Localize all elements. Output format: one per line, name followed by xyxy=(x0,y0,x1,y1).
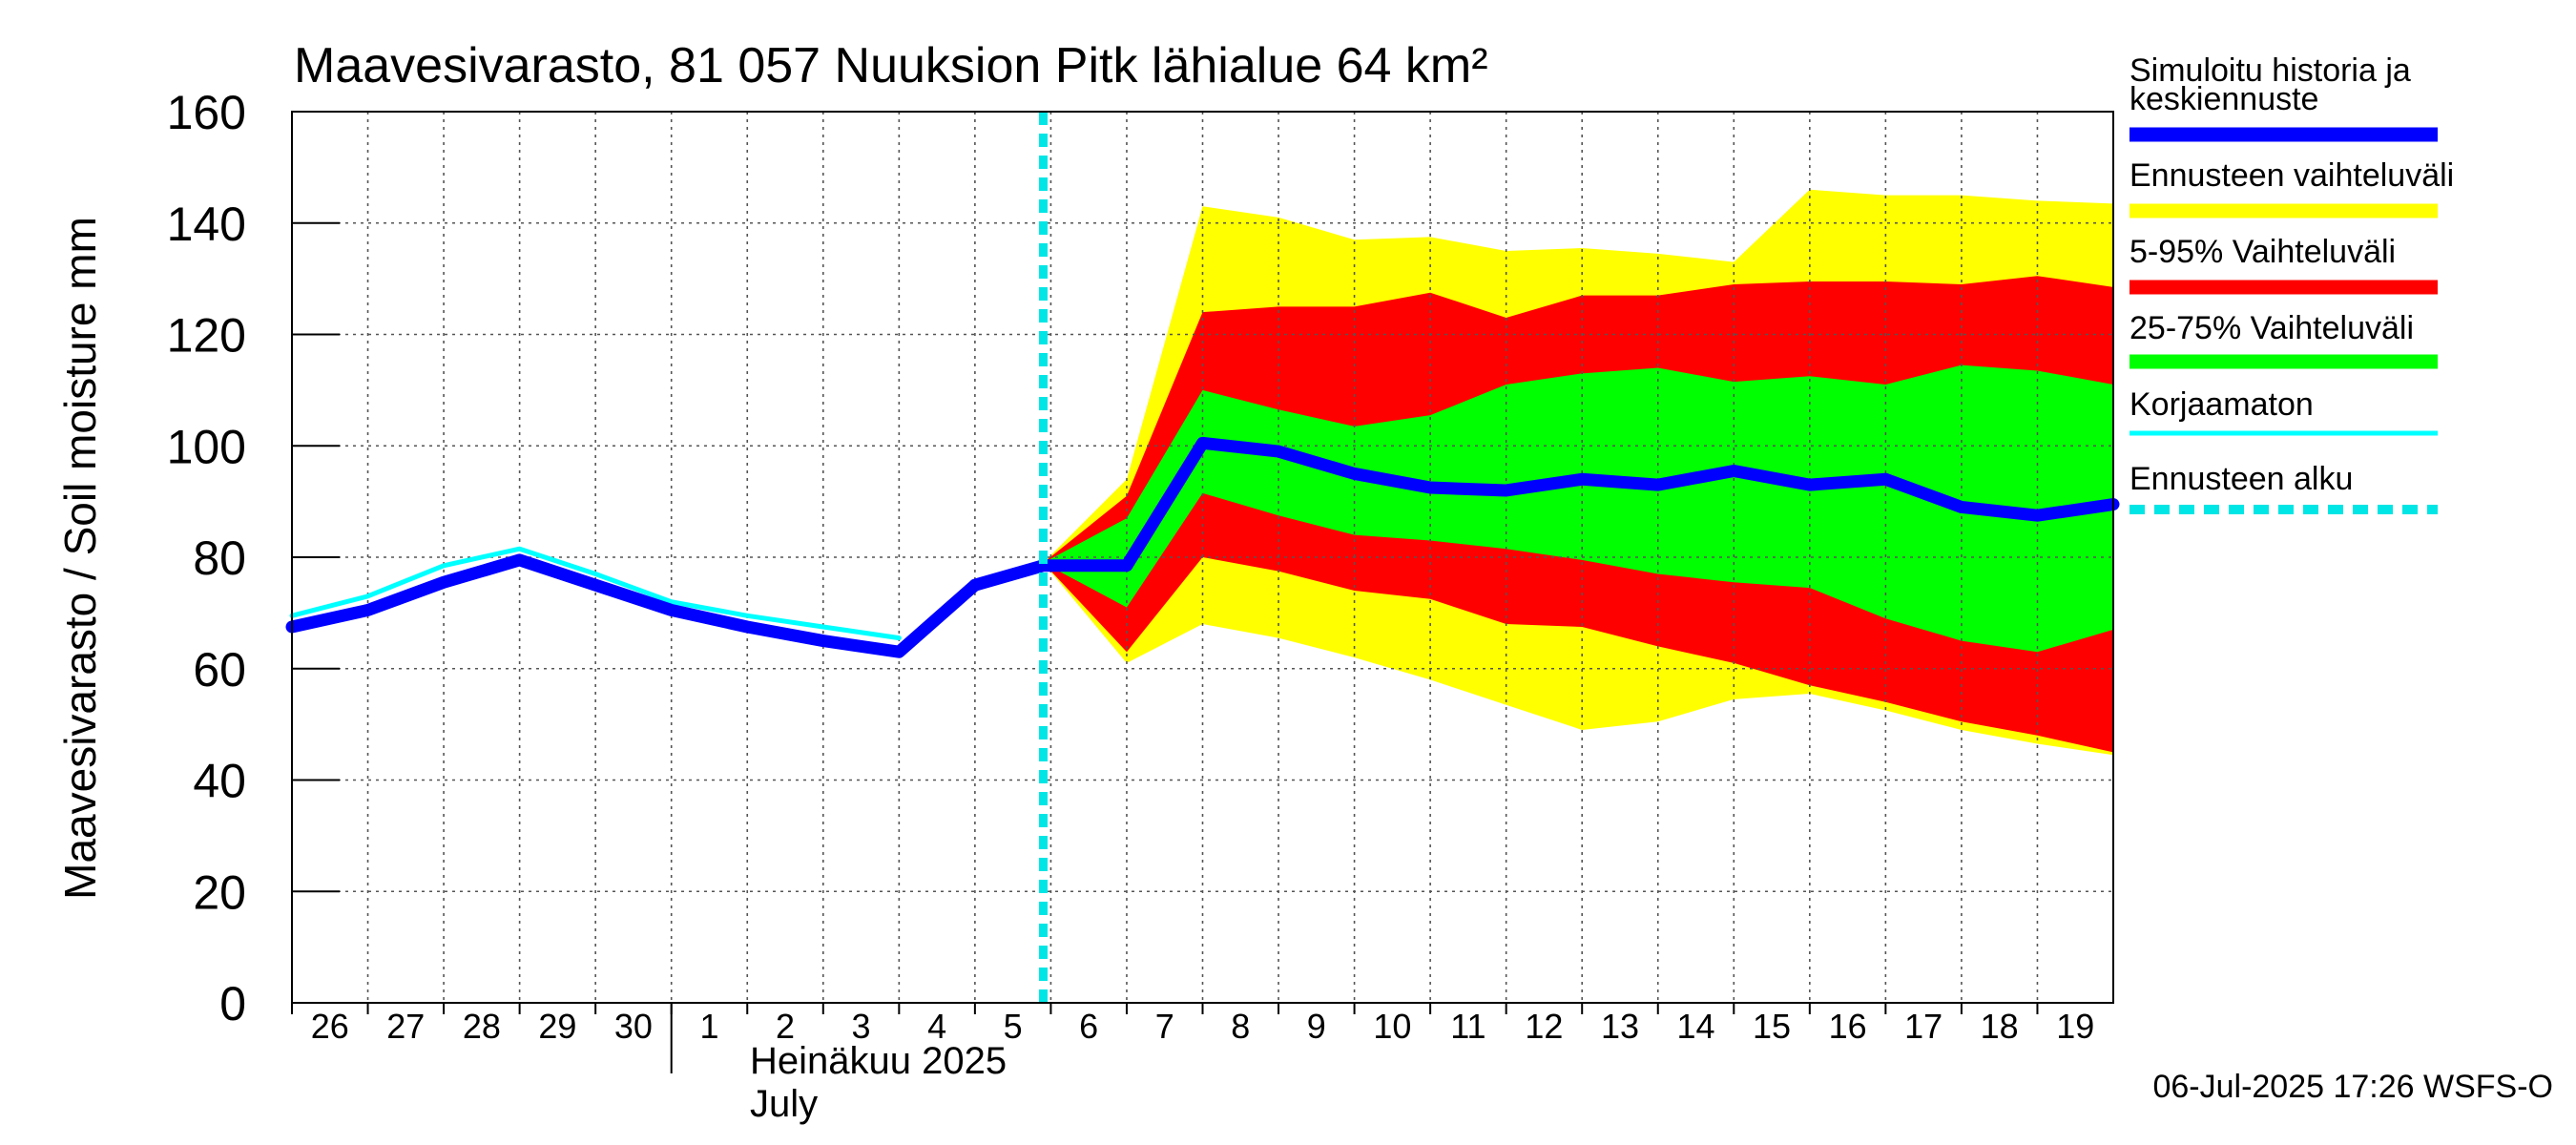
x-tick-label: 27 xyxy=(386,1007,425,1046)
y-tick-label: 0 xyxy=(219,977,246,1030)
x-tick-label: 17 xyxy=(1904,1007,1942,1046)
x-tick-label: 1 xyxy=(699,1007,718,1046)
y-tick-label: 120 xyxy=(167,309,246,363)
y-tick-label: 100 xyxy=(167,420,246,473)
x-tick-label: 4 xyxy=(927,1007,946,1046)
legend-label: 5-95% Vaihteluväli xyxy=(2129,234,2396,270)
chart-axes xyxy=(291,111,2114,1073)
y-axis-label: Maavesivarasto / Soil moisture mm xyxy=(55,217,105,900)
x-tick-label: 18 xyxy=(1981,1007,2019,1046)
legend-label: 25-75% Vaihteluväli xyxy=(2129,310,2414,346)
series-line-simuloitu xyxy=(285,436,2120,658)
y-tick-label: 140 xyxy=(167,198,246,251)
y-tick-label: 60 xyxy=(193,643,246,697)
legend-label: keskiennuste xyxy=(2129,81,2318,117)
x-tick-label: 7 xyxy=(1155,1007,1174,1046)
x-tick-label: 19 xyxy=(2056,1007,2094,1046)
series-line-korjaamaton xyxy=(289,546,902,641)
x-tick-label: 16 xyxy=(1829,1007,1867,1046)
legend-label: Ennusteen alku xyxy=(2129,461,2353,497)
x-tick-label: 12 xyxy=(1525,1007,1563,1046)
x-tick-label: 9 xyxy=(1307,1007,1326,1046)
x-tick-label: 6 xyxy=(1079,1007,1098,1046)
x-tick-label: 5 xyxy=(1004,1007,1023,1046)
x-tick-label: 26 xyxy=(311,1007,349,1046)
x-tick-label: 3 xyxy=(852,1007,871,1046)
x-tick-label: 2 xyxy=(776,1007,795,1046)
x-tick-label: 10 xyxy=(1373,1007,1411,1046)
x-tick-label: 8 xyxy=(1231,1007,1250,1046)
month-label-en: July xyxy=(750,1083,818,1125)
y-tick-label: 20 xyxy=(193,865,246,919)
x-tick-label: 11 xyxy=(1450,1007,1485,1046)
series-lines xyxy=(285,436,2120,658)
forecast-bands xyxy=(1043,189,2113,756)
band-25-75 xyxy=(1043,364,2113,653)
y-tick-label: 80 xyxy=(193,531,246,585)
x-tick-label: 28 xyxy=(463,1007,501,1046)
month-label-fi: Heinäkuu 2025 xyxy=(750,1040,1007,1082)
legend-label: Simuloitu historia ja xyxy=(2129,52,2411,89)
x-axis-tick-labels: 26 27 28 29 30 1 2 3 4 5 6 7 8 9 10 11 12 13 14 15 16 17 18 19 xyxy=(311,1007,2095,1046)
x-tick-label: 15 xyxy=(1753,1007,1791,1046)
y-axis-tick-labels: 0 20 40 60 80 100 120 140 160 xyxy=(167,86,246,1030)
x-tick-label: 14 xyxy=(1676,1007,1714,1046)
y-tick-label: 40 xyxy=(193,755,246,808)
legend-label: Korjaamaton xyxy=(2129,386,2314,423)
x-tick-label: 13 xyxy=(1601,1007,1639,1046)
x-tick-label: 30 xyxy=(614,1007,653,1046)
x-tick-label: 29 xyxy=(538,1007,576,1046)
legend-label: Ennusteen vaihteluväli xyxy=(2129,157,2454,194)
y-tick-label: 160 xyxy=(167,86,246,139)
footer-timestamp: 06-Jul-2025 17:26 WSFS-O xyxy=(2152,1069,2553,1105)
chart-title: Maavesivarasto, 81 057 Nuuksion Pitk läh… xyxy=(294,38,1488,94)
